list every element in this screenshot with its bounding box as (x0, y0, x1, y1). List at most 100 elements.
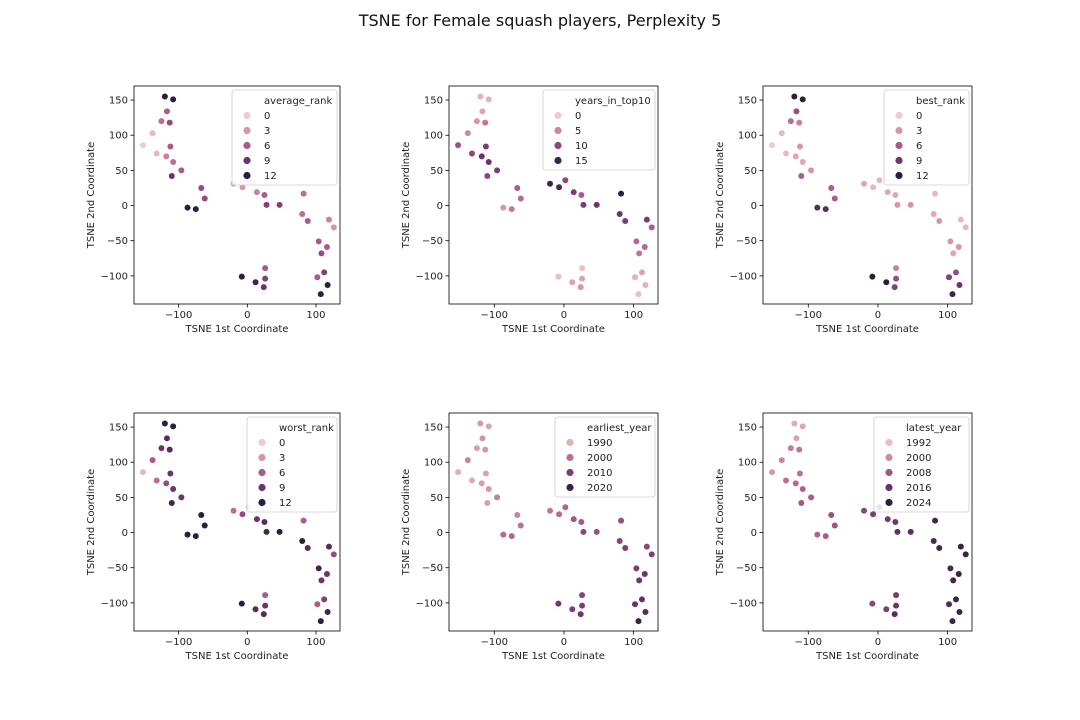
plot-frame (133, 412, 341, 632)
data-point (950, 250, 957, 257)
data-point (870, 184, 877, 191)
data-point (894, 201, 901, 208)
data-point (796, 470, 803, 477)
data-point (579, 265, 586, 272)
data-point (641, 244, 648, 251)
x-tick-label: 100 (938, 310, 957, 321)
data-point (796, 143, 803, 150)
data-point (184, 531, 191, 538)
y-tick-label: −50 (107, 563, 128, 574)
data-point (324, 282, 331, 289)
data-point (814, 204, 821, 211)
x-tick-label: −100 (165, 637, 192, 648)
legend-marker (895, 111, 903, 120)
data-point (161, 420, 168, 427)
y-tick-label: 100 (738, 131, 757, 142)
data-point (479, 108, 486, 115)
data-point (253, 516, 260, 523)
data-point (641, 571, 648, 578)
legend-title: average_rank (264, 96, 333, 107)
data-point (330, 551, 337, 558)
legend-marker (895, 126, 903, 135)
data-point (957, 216, 964, 223)
data-point (638, 596, 645, 603)
legend-marker (885, 468, 893, 477)
data-point (861, 507, 868, 514)
x-tick-label: 100 (306, 310, 325, 321)
data-point (478, 480, 485, 487)
data-point (893, 265, 900, 272)
legend-marker (566, 468, 574, 477)
data-point (636, 577, 643, 584)
legend-title: years_in_top10 (575, 96, 651, 107)
y-tick-label: −100 (101, 271, 128, 282)
plot-frame (762, 412, 973, 632)
data-point (831, 522, 838, 529)
data-point (556, 184, 563, 191)
data-point (262, 265, 269, 272)
data-point (323, 571, 330, 578)
data-point (955, 571, 962, 578)
data-point (167, 470, 174, 477)
data-point (163, 153, 170, 160)
data-point (547, 507, 554, 514)
data-point (178, 494, 185, 501)
data-point (153, 150, 160, 157)
data-point (799, 96, 806, 103)
data-point (482, 470, 489, 477)
data-point (238, 273, 245, 280)
data-point (633, 238, 640, 245)
data-point (494, 167, 501, 174)
data-point (798, 500, 805, 507)
data-point (892, 192, 899, 198)
legend: years_in_top10 0 5 10 15 (542, 89, 656, 171)
data-point (468, 150, 475, 157)
legend-marker (885, 483, 893, 492)
legend-label: 2000 (587, 453, 612, 464)
y-tick-label: −50 (736, 563, 757, 574)
data-point (263, 528, 270, 535)
data-point (946, 601, 953, 608)
data-point (648, 551, 655, 558)
data-point (947, 565, 954, 572)
data-point (158, 118, 165, 125)
data-point (883, 279, 890, 286)
data-point (170, 96, 177, 103)
data-point (579, 275, 586, 282)
data-point (796, 446, 803, 453)
data-point (170, 423, 177, 430)
data-point (139, 469, 146, 476)
data-point (861, 180, 868, 187)
data-point (324, 609, 331, 616)
data-point (936, 218, 943, 225)
legend-label: 0 (264, 111, 270, 122)
data-point (508, 206, 515, 213)
x-tick-label: −100 (481, 310, 508, 321)
y-tick-label: −100 (416, 598, 443, 609)
data-point (950, 577, 957, 584)
x-tick-label: 0 (244, 310, 250, 321)
data-point (201, 195, 208, 202)
x-tick-label: 0 (875, 310, 881, 321)
y-tick-label: 150 (109, 96, 128, 107)
legend-marker (895, 171, 903, 180)
legend-label: 12 (279, 498, 292, 509)
data-point (153, 477, 160, 484)
legend-marker (258, 483, 266, 492)
data-point (167, 143, 174, 150)
data-point (869, 600, 876, 607)
data-point (893, 592, 900, 599)
data-point (577, 611, 584, 618)
data-point (782, 477, 789, 484)
data-point (304, 218, 311, 225)
data-point (317, 291, 324, 298)
data-point (570, 516, 577, 523)
data-point (260, 611, 267, 618)
data-point (163, 480, 170, 487)
data-point (891, 284, 898, 291)
legend-label: 3 (916, 126, 922, 137)
legend-marker (258, 438, 266, 447)
legend-marker (243, 111, 251, 120)
data-point (484, 173, 491, 180)
data-point (808, 494, 815, 501)
